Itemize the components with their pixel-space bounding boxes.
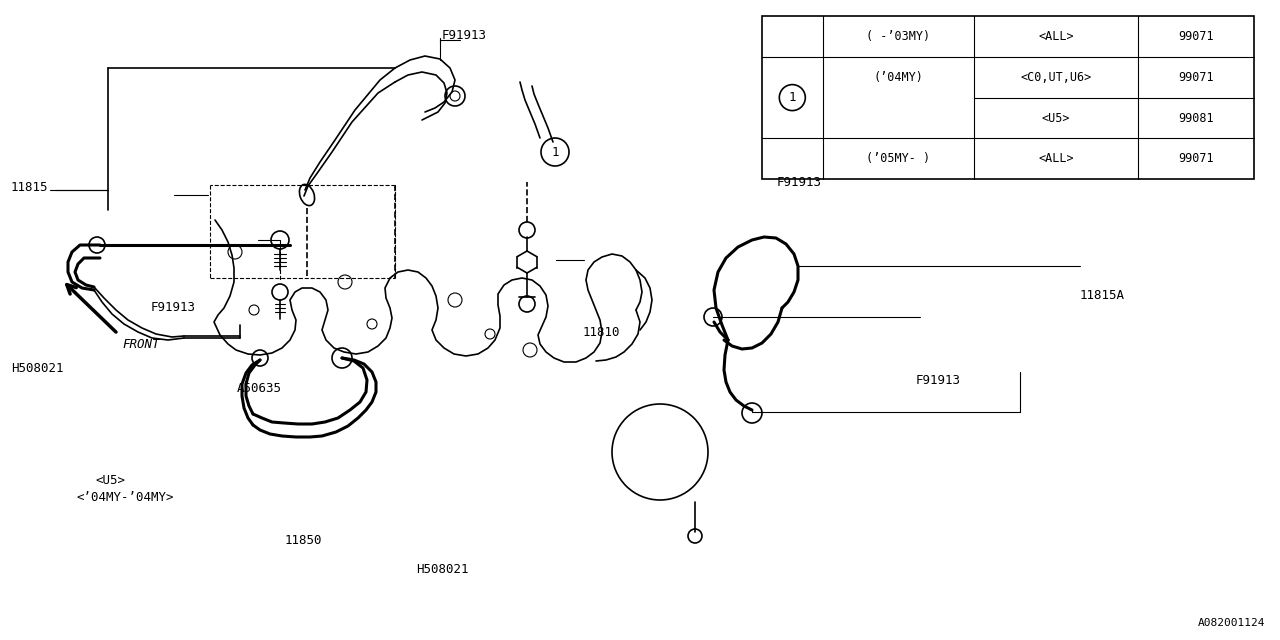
Text: F91913: F91913 bbox=[777, 176, 822, 189]
Text: 99071: 99071 bbox=[1179, 30, 1213, 43]
Text: 11815A: 11815A bbox=[1079, 289, 1124, 302]
Text: F91913: F91913 bbox=[442, 29, 486, 42]
Text: ( -’03MY): ( -’03MY) bbox=[867, 30, 931, 43]
Text: 99071: 99071 bbox=[1179, 70, 1213, 84]
Text: 99071: 99071 bbox=[1179, 152, 1213, 165]
Text: 11850: 11850 bbox=[284, 534, 321, 547]
Circle shape bbox=[90, 237, 105, 253]
Text: (’04MY): (’04MY) bbox=[874, 70, 923, 84]
Text: H508021: H508021 bbox=[416, 563, 468, 576]
Text: 1: 1 bbox=[552, 145, 559, 159]
Circle shape bbox=[518, 296, 535, 312]
Text: <C0,UT,U6>: <C0,UT,U6> bbox=[1020, 70, 1092, 84]
Circle shape bbox=[704, 308, 722, 326]
Circle shape bbox=[271, 231, 289, 249]
Ellipse shape bbox=[300, 184, 315, 205]
Text: 1: 1 bbox=[788, 91, 796, 104]
Circle shape bbox=[689, 529, 701, 543]
Circle shape bbox=[445, 86, 465, 106]
Circle shape bbox=[273, 284, 288, 300]
Text: <U5>: <U5> bbox=[1042, 111, 1070, 125]
Circle shape bbox=[332, 348, 352, 368]
Bar bbox=[762, 16, 1254, 179]
Text: FRONT: FRONT bbox=[122, 338, 160, 351]
Text: 11810: 11810 bbox=[582, 326, 620, 339]
Circle shape bbox=[742, 403, 762, 423]
Circle shape bbox=[252, 350, 268, 366]
Circle shape bbox=[518, 222, 535, 238]
Text: A082001124: A082001124 bbox=[1198, 618, 1265, 628]
Text: <’04MY-’04MY>: <’04MY-’04MY> bbox=[77, 492, 174, 504]
Text: 99081: 99081 bbox=[1179, 111, 1213, 125]
Text: <ALL>: <ALL> bbox=[1038, 30, 1074, 43]
Text: F91913: F91913 bbox=[915, 374, 960, 387]
Text: (’05MY- ): (’05MY- ) bbox=[867, 152, 931, 165]
Text: A50635: A50635 bbox=[237, 382, 282, 395]
Text: F91913: F91913 bbox=[151, 301, 196, 314]
Text: H508021: H508021 bbox=[12, 362, 64, 374]
Text: <ALL>: <ALL> bbox=[1038, 152, 1074, 165]
Text: 11815: 11815 bbox=[10, 181, 47, 194]
Text: <U5>: <U5> bbox=[96, 474, 125, 486]
